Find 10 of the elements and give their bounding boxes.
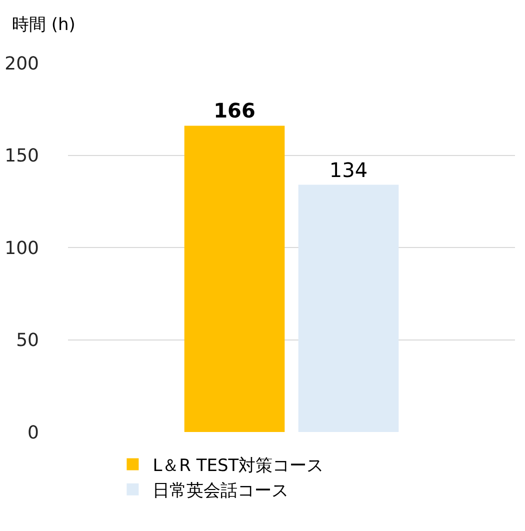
y-tick-label: 150 [4, 146, 39, 167]
y-tick-label: 50 [16, 330, 39, 352]
legend-label: L＆R TEST対策コース [152, 456, 324, 476]
y-tick-label: 100 [4, 238, 39, 259]
data-label: 166 [214, 98, 256, 123]
y-tick-label: 0 [28, 422, 39, 444]
y-tick-label: 200 [4, 53, 39, 74]
y-axis-title: 時間 (h) [12, 15, 76, 35]
data-label: 134 [329, 158, 368, 182]
legend-label: 日常英会話コース [152, 481, 289, 502]
